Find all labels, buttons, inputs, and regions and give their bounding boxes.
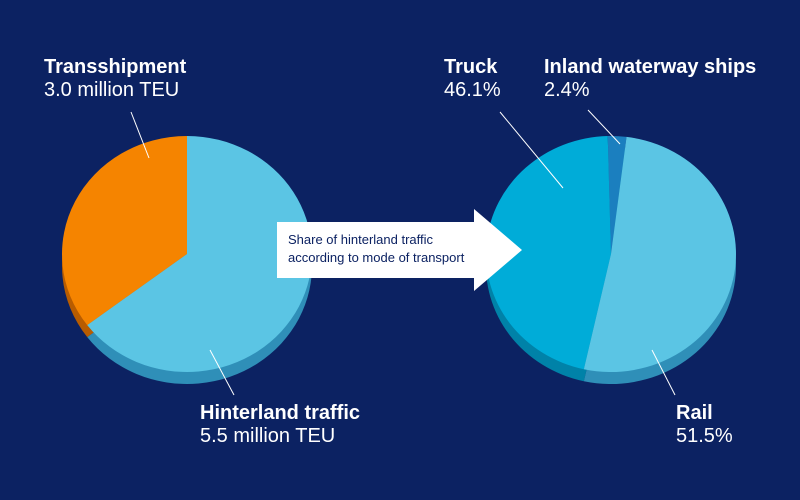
arrow-label-line2: according to mode of transport bbox=[288, 249, 465, 265]
pie-slice-hinterland-traffic bbox=[87, 136, 313, 372]
label-rail-name: Rail bbox=[676, 402, 713, 424]
leader-inland-waterway bbox=[587, 109, 621, 145]
label-inland-waterway-value: 2.4% bbox=[544, 79, 590, 101]
leader-truck bbox=[499, 111, 564, 189]
label-hinterland-value: 5.5 million TEU bbox=[200, 425, 336, 447]
leader-rail bbox=[651, 349, 676, 396]
pie-chart-container-modes bbox=[485, 136, 736, 385]
label-rail: Rail 51.5% bbox=[676, 402, 733, 448]
leader-lines bbox=[130, 109, 676, 396]
label-truck-name: Truck bbox=[444, 56, 498, 78]
arrow-label: Share of hinterland traffic according to… bbox=[288, 231, 498, 266]
pie-slice-truck bbox=[485, 136, 611, 370]
label-rail-value: 51.5% bbox=[676, 425, 733, 447]
pie-slice-inland-waterway-ships bbox=[607, 136, 627, 254]
label-inland-waterway-name: Inland waterway ships bbox=[544, 56, 757, 78]
leader-transshipment bbox=[130, 111, 150, 159]
label-transshipment-value: 3.0 million TEU bbox=[44, 79, 180, 101]
pie-slice-transshipment bbox=[62, 136, 187, 326]
label-inland-waterway: Inland waterway ships 2.4% bbox=[544, 56, 756, 102]
label-transshipment: Transshipment 3.0 million TEU bbox=[44, 56, 186, 102]
pie-chart-container-volume bbox=[62, 136, 313, 385]
label-transshipment-name: Transshipment bbox=[44, 56, 187, 78]
label-hinterland-name: Hinterland traffic bbox=[200, 402, 361, 424]
label-truck-value: 46.1% bbox=[444, 79, 501, 101]
arrow-shape bbox=[277, 209, 522, 291]
label-truck: Truck 46.1% bbox=[444, 56, 501, 102]
arrow-label-line1: Share of hinterland traffic bbox=[288, 232, 434, 247]
label-hinterland: Hinterland traffic 5.5 million TEU bbox=[200, 402, 360, 448]
leader-hinterland bbox=[209, 349, 235, 396]
pie-slice-rail bbox=[583, 136, 736, 373]
